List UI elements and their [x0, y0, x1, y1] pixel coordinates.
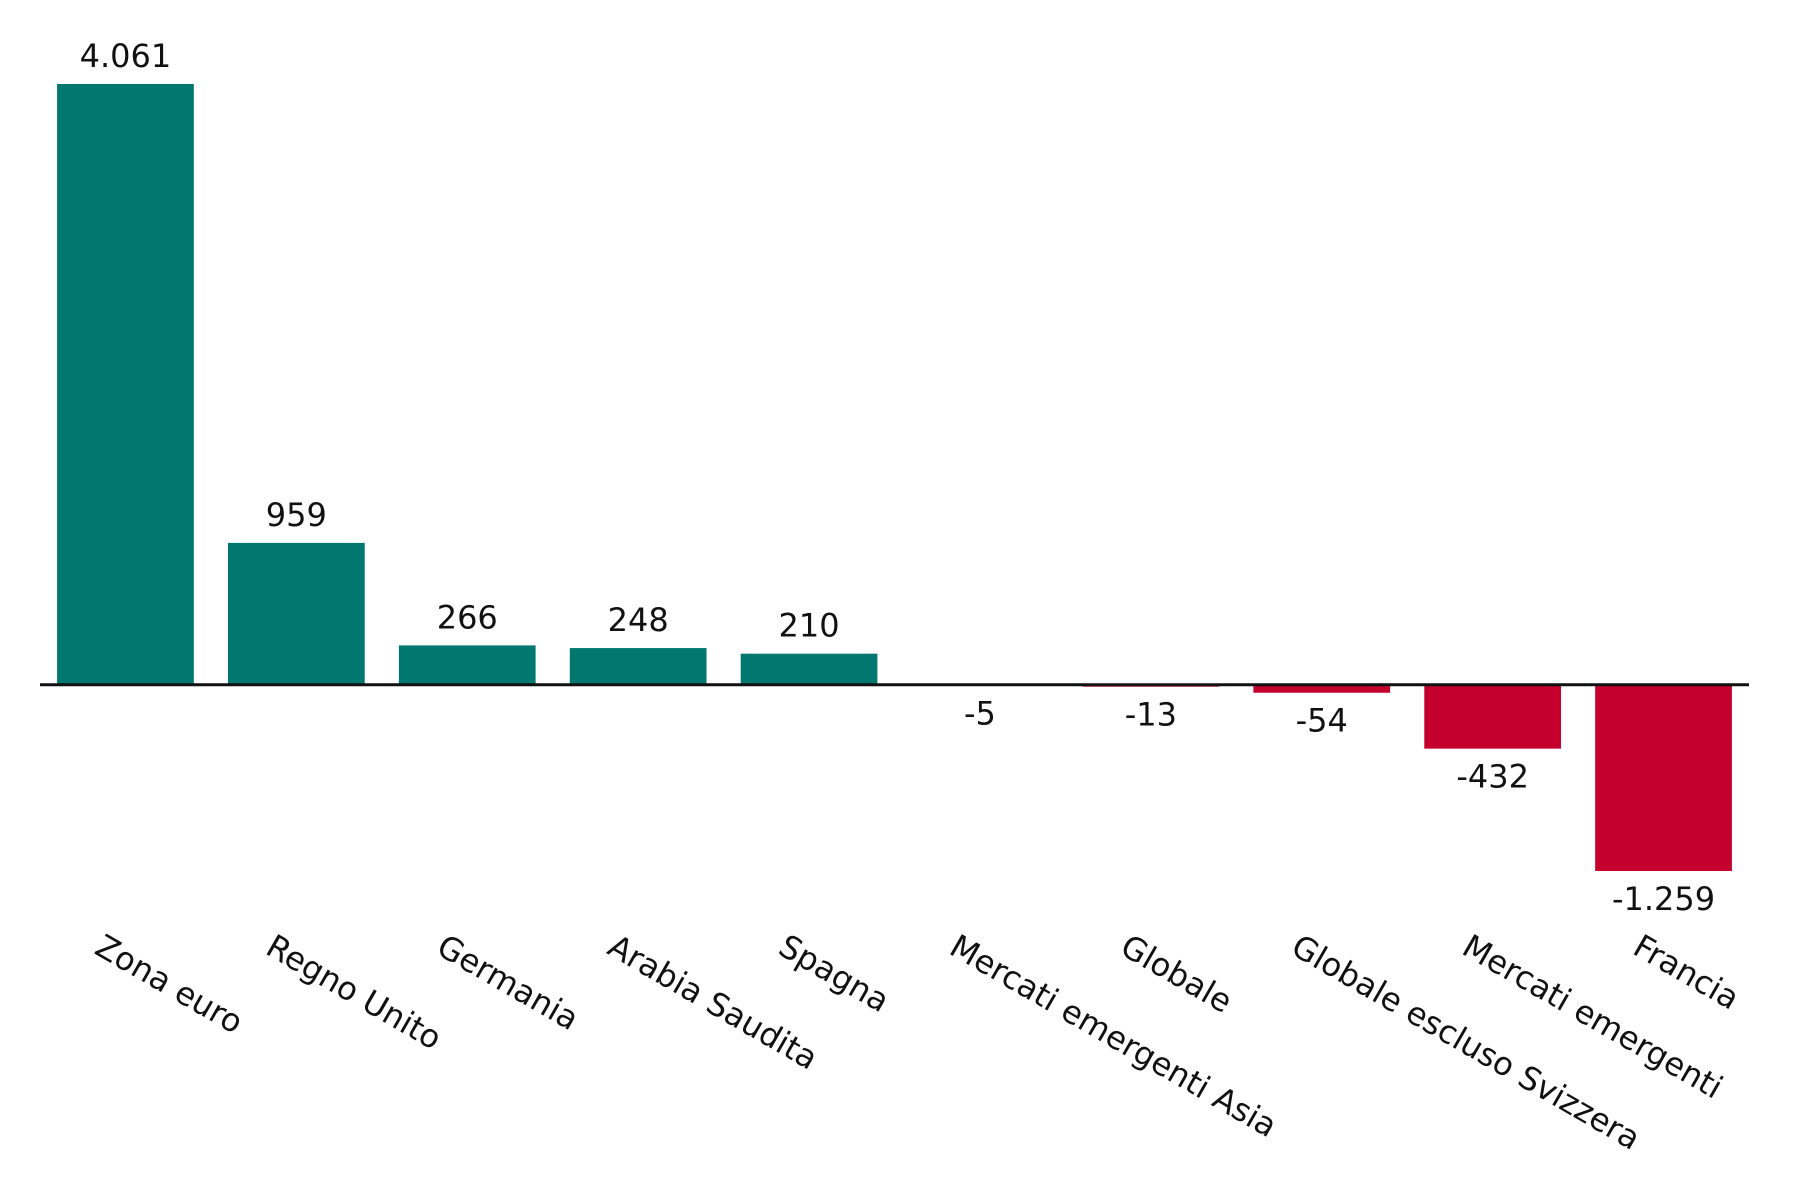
value-label: 959: [266, 496, 327, 534]
x-tick-label: Globale: [1114, 927, 1238, 1021]
x-tick-label: Mercati emergenti Asia: [943, 927, 1283, 1145]
bar: [1424, 684, 1562, 749]
bar: [1253, 684, 1391, 693]
value-label: 210: [779, 607, 840, 645]
bar: [398, 645, 536, 685]
value-label: -1.259: [1612, 880, 1715, 918]
value-label: -5: [964, 694, 996, 732]
bar: [227, 542, 365, 685]
value-label: -432: [1456, 758, 1529, 796]
bar: [57, 84, 194, 685]
value-label: 4.061: [80, 37, 172, 75]
x-tick-label: Germania: [431, 927, 586, 1038]
bar: [1595, 684, 1732, 871]
bar: [569, 648, 707, 685]
value-label: 266: [437, 598, 498, 636]
x-tick-label: Francia: [1627, 927, 1746, 1018]
value-label: 248: [608, 601, 669, 639]
value-label: -13: [1125, 696, 1177, 734]
x-tick-label: Zona euro: [89, 927, 250, 1042]
bar: [740, 653, 878, 685]
x-tick-label: Spagna: [773, 927, 896, 1020]
value-label: -54: [1296, 702, 1348, 740]
x-tick-label: Regno Unito: [260, 927, 448, 1058]
